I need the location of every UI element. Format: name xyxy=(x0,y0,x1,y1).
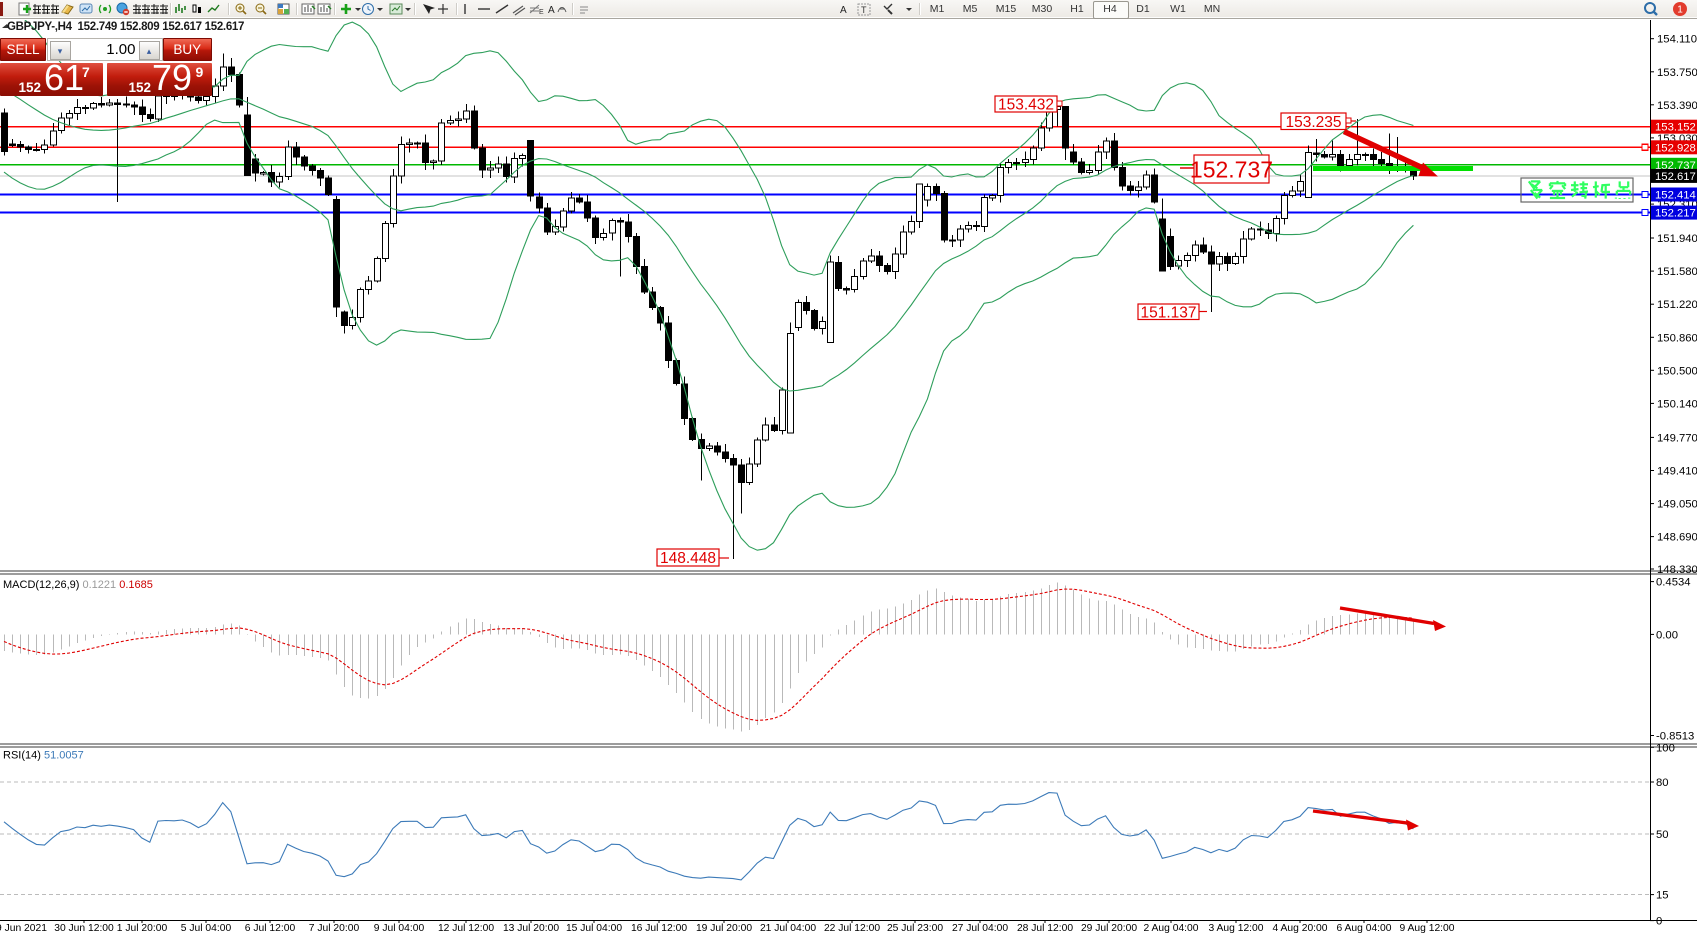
svg-text:0: 0 xyxy=(1656,916,1662,928)
svg-text:15: 15 xyxy=(1656,890,1669,902)
svg-text:150.860: 150.860 xyxy=(1657,332,1697,344)
svg-text:152.414: 152.414 xyxy=(1655,190,1696,202)
svg-text:151.137: 151.137 xyxy=(1140,304,1196,321)
svg-text:50: 50 xyxy=(1656,829,1669,841)
svg-text:153.390: 153.390 xyxy=(1657,100,1697,112)
svg-text:152.737: 152.737 xyxy=(1655,160,1696,172)
svg-text:16 Jul 12:00: 16 Jul 12:00 xyxy=(631,923,687,934)
svg-text:150.140: 150.140 xyxy=(1657,398,1697,410)
svg-text:E: E xyxy=(539,9,544,16)
svg-text:27 Jul 04:00: 27 Jul 04:00 xyxy=(952,923,1008,934)
svg-text:153.432: 153.432 xyxy=(998,97,1054,114)
svg-text:148.330: 148.330 xyxy=(1657,564,1697,576)
svg-text:5 Jul 04:00: 5 Jul 04:00 xyxy=(181,923,232,934)
svg-text:MACD(12,26,9) 0.1221 0.1685: MACD(12,26,9) 0.1221 0.1685 xyxy=(3,579,153,591)
svg-text:148.448: 148.448 xyxy=(660,550,716,567)
svg-text:29 Jul 20:00: 29 Jul 20:00 xyxy=(1081,923,1137,934)
svg-text:80: 80 xyxy=(1656,777,1669,789)
svg-text:7 Jul 20:00: 7 Jul 20:00 xyxy=(309,923,360,934)
svg-text:152.737: 152.737 xyxy=(1190,156,1273,182)
svg-text:9 Jul 04:00: 9 Jul 04:00 xyxy=(374,923,425,934)
svg-text:154.110: 154.110 xyxy=(1657,34,1697,46)
svg-text:15 Jul 04:00: 15 Jul 04:00 xyxy=(566,923,622,934)
svg-text:3 Aug 12:00: 3 Aug 12:00 xyxy=(1209,923,1264,934)
svg-text:1: 1 xyxy=(1677,5,1683,16)
svg-text:153.235: 153.235 xyxy=(1285,114,1341,131)
svg-text:9 Jun 2021: 9 Jun 2021 xyxy=(0,923,47,934)
svg-text:12 Jul 12:00: 12 Jul 12:00 xyxy=(438,923,494,934)
svg-text:9 Aug 12:00: 9 Aug 12:00 xyxy=(1400,923,1455,934)
svg-text:-0.8513: -0.8513 xyxy=(1656,731,1694,743)
svg-text:1 Jul 20:00: 1 Jul 20:00 xyxy=(117,923,168,934)
svg-text:13 Jul 20:00: 13 Jul 20:00 xyxy=(503,923,559,934)
svg-text:22 Jul 12:00: 22 Jul 12:00 xyxy=(824,923,880,934)
svg-text:151.940: 151.940 xyxy=(1657,233,1697,245)
svg-text:0.4534: 0.4534 xyxy=(1656,577,1691,589)
svg-text:25 Jul 23:00: 25 Jul 23:00 xyxy=(887,923,943,934)
svg-text:2 Aug 04:00: 2 Aug 04:00 xyxy=(1144,923,1199,934)
svg-text:A: A xyxy=(548,5,555,16)
svg-text:4 Aug 20:00: 4 Aug 20:00 xyxy=(1273,923,1328,934)
svg-text:6 Jul 12:00: 6 Jul 12:00 xyxy=(245,923,296,934)
svg-text:19 Jul 20:00: 19 Jul 20:00 xyxy=(696,923,752,934)
svg-text:100: 100 xyxy=(1656,742,1675,754)
svg-text:152.617: 152.617 xyxy=(1655,171,1696,183)
svg-text:152.928: 152.928 xyxy=(1655,142,1696,154)
svg-text:21 Jul 04:00: 21 Jul 04:00 xyxy=(760,923,816,934)
svg-text:149.410: 149.410 xyxy=(1657,466,1697,478)
svg-text:153.152: 153.152 xyxy=(1655,122,1696,134)
svg-text:153.750: 153.750 xyxy=(1657,67,1697,79)
svg-text:151.580: 151.580 xyxy=(1657,266,1697,278)
svg-text:152.217: 152.217 xyxy=(1655,208,1696,220)
svg-text:148.690: 148.690 xyxy=(1657,532,1697,544)
svg-text:149.770: 149.770 xyxy=(1657,432,1697,444)
svg-text:30 Jun 12:00: 30 Jun 12:00 xyxy=(54,923,114,934)
svg-text:A: A xyxy=(840,5,847,16)
svg-text:0.00: 0.00 xyxy=(1656,629,1678,641)
svg-text:6 Aug 04:00: 6 Aug 04:00 xyxy=(1337,923,1392,934)
svg-text:151.220: 151.220 xyxy=(1657,299,1697,311)
svg-text:150.500: 150.500 xyxy=(1657,365,1697,377)
svg-text:T: T xyxy=(861,5,867,15)
svg-text:149.050: 149.050 xyxy=(1657,499,1697,511)
svg-text:28 Jul 12:00: 28 Jul 12:00 xyxy=(1017,923,1073,934)
svg-text:RSI(14) 51.0057: RSI(14) 51.0057 xyxy=(3,750,84,762)
